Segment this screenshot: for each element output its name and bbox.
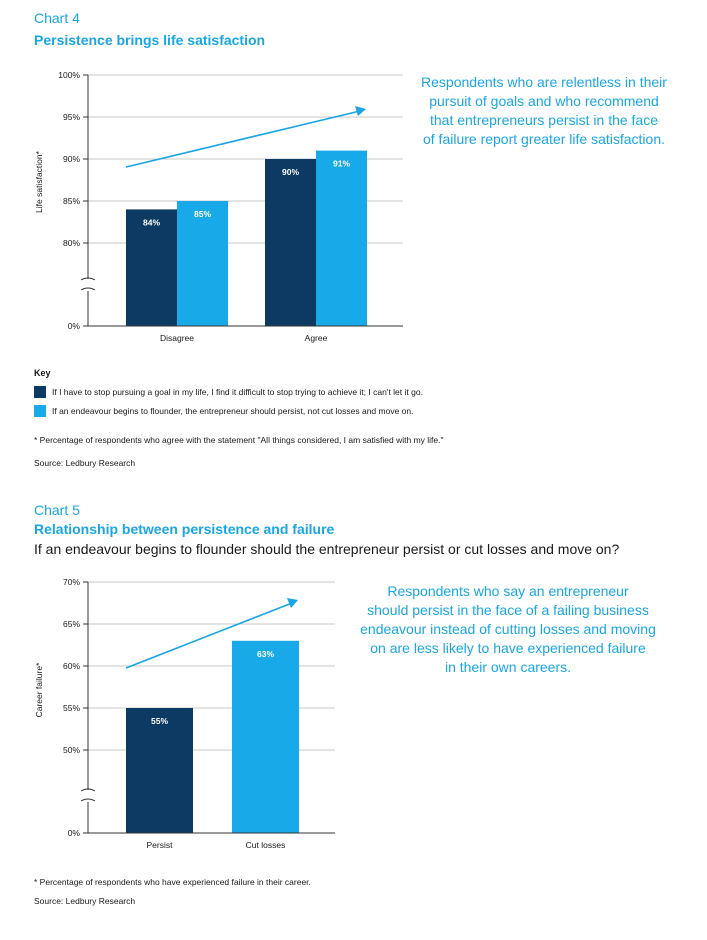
chart5-line: on are less likely to have experienced f… xyxy=(370,640,646,656)
bar xyxy=(232,640,299,833)
chart5-callout: Respondents who say an entrepreneur shoul… xyxy=(340,582,676,677)
x-category-label: Cut losses xyxy=(246,840,286,850)
chart4-y-axis-label: Life satisfaction* xyxy=(34,150,44,213)
chart4-line: Respondents who are relentless in their xyxy=(421,74,667,90)
chart5-line: endeavour instead of cutting losses and … xyxy=(360,621,656,637)
chart5-footnote: * Percentage of respondents who have exp… xyxy=(34,877,311,887)
x-category-label: Agree xyxy=(305,333,328,343)
chart4-plot: 84% 85% 90% 91% 0% 80% 85% 90% 95% 100% Disagree A… xyxy=(34,70,403,343)
key-label-light: If an endeavour begins to flounder, the … xyxy=(52,406,414,416)
bar xyxy=(177,201,228,326)
y-tick-label: 60% xyxy=(63,661,80,671)
chart5-number: Chart 5 xyxy=(34,502,80,518)
bar xyxy=(316,150,367,326)
chart4-line: that entrepreneurs persist in the face xyxy=(429,112,659,128)
key-swatch-dark xyxy=(34,386,46,398)
axis-break-mark xyxy=(80,277,96,291)
chart4-source: Source: Ledbury Research xyxy=(34,458,136,468)
y-tick-label: 55% xyxy=(63,703,80,713)
key-title: Key xyxy=(34,368,51,378)
y-tick-label: 90% xyxy=(63,154,80,164)
chart5-line: should persist in the face of a failing … xyxy=(367,602,649,618)
chart4-number: Chart 4 xyxy=(34,10,80,26)
chart5-plot: 55% 63% 0% 50% 55% 60% 65% 70% Persist Cut losse… xyxy=(34,577,335,850)
chart5-line: Respondents who say an entrepreneur xyxy=(387,583,629,599)
chart4-callout: Respondents who are relentless in their p… xyxy=(398,73,690,149)
bar xyxy=(126,708,193,833)
y-tick-label: 0% xyxy=(68,321,81,331)
chart4-title: Persistence brings life satisfaction xyxy=(34,32,266,48)
bar-data-label: 55% xyxy=(151,716,168,726)
y-tick-label: 70% xyxy=(63,577,80,587)
axis-break-mark xyxy=(80,788,96,802)
chart4-trend-arrowhead xyxy=(355,106,366,116)
y-tick-label: 100% xyxy=(58,70,80,80)
bar-data-label: 85% xyxy=(194,209,211,219)
chart4-line: of failure report greater life satisfact… xyxy=(422,131,665,147)
key-swatch-light xyxy=(34,405,46,417)
y-tick-label: 65% xyxy=(63,619,80,629)
chart4-trend-arrow xyxy=(125,110,361,168)
bar xyxy=(126,209,177,326)
y-tick-label: 95% xyxy=(63,112,80,122)
y-tick-label: 85% xyxy=(63,196,80,206)
bar-data-label: 63% xyxy=(257,649,274,659)
chart5-line: in their own careers. xyxy=(444,659,572,675)
x-category-label: Disagree xyxy=(160,333,194,343)
bar-data-label: 84% xyxy=(143,217,160,227)
key-item-light: If an endeavour begins to flounder, the … xyxy=(34,405,413,417)
key-item-dark: If I have to stop pursuing a goal in my … xyxy=(34,386,423,398)
bar-data-label: 91% xyxy=(333,159,350,169)
chart5-subtitle: If an endeavour begins to flounder shoul… xyxy=(34,541,620,557)
x-category-label: Persist xyxy=(147,840,174,850)
bar-data-label: 90% xyxy=(282,167,299,177)
chart5-trend-arrowhead xyxy=(287,598,298,608)
chart5-source: Source: Ledbury Research xyxy=(34,896,136,906)
chart4-line: pursuit of goals and who recommend xyxy=(429,93,659,109)
y-tick-label: 0% xyxy=(68,828,81,838)
key-label-dark: If I have to stop pursuing a goal in my … xyxy=(52,387,423,397)
y-tick-label: 80% xyxy=(63,238,80,248)
chart4-footnote: * Percentage of respondents who agree wi… xyxy=(34,435,444,445)
y-tick-label: 50% xyxy=(63,745,80,755)
chart5-y-axis-label: Career failure* xyxy=(34,662,44,717)
chart5-trend-arrow xyxy=(125,602,293,669)
chart5-title: Relationship between persistence and fai… xyxy=(34,521,335,537)
bar xyxy=(265,159,316,326)
